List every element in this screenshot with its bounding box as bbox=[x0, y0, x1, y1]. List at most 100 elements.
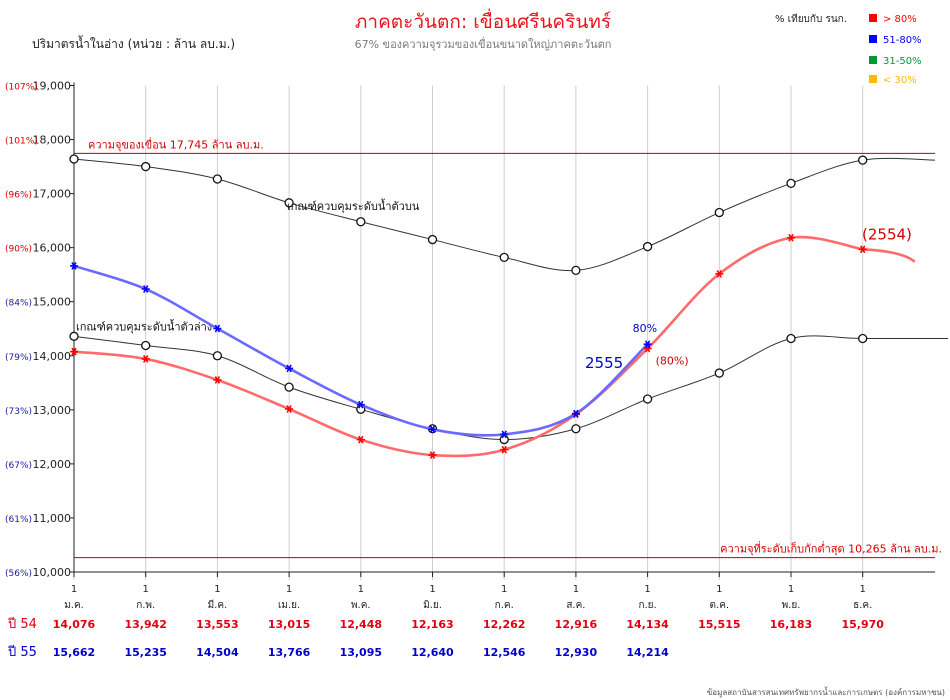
series-2555-point-0 bbox=[70, 262, 78, 270]
value-table: ปี 54 14,076 13,942 13,553 13,015 12,448 12,16… bbox=[7, 616, 884, 660]
series-2555-point-7 bbox=[571, 409, 580, 418]
legend-swatch-2 bbox=[869, 56, 877, 64]
legend-label-0: > 80% bbox=[883, 14, 917, 25]
x-tick-month-3: เม.ย. bbox=[278, 600, 300, 611]
row-2555-value-8: 14,214 bbox=[626, 646, 669, 659]
reference-lines: ความจุของเขื่อน 17,745 ล้าน ลบ.ม. ความจุท… bbox=[74, 136, 942, 559]
x-tick-day-7: 1 bbox=[573, 584, 579, 595]
x-tick-day-0: 1 bbox=[71, 584, 77, 595]
y-pct-label-3: (73%) bbox=[5, 407, 32, 417]
legend-title: % เทียบกับ รนก. bbox=[775, 13, 847, 25]
source-note: ข้อมูลสถาบันสารสนเทศทรัพยากรน้ำและการเกษ… bbox=[707, 686, 945, 698]
row-2555-value-4: 13,095 bbox=[340, 646, 382, 659]
series-2555-point-8 bbox=[643, 340, 652, 349]
chart-subtitle: 67% ของความจุรวมของเขื่อนขนาดใหญ่ภาคตะวั… bbox=[355, 36, 612, 51]
row-2555-value-5: 12,640 bbox=[411, 646, 454, 659]
series-2555-pct-label: 80% bbox=[633, 322, 657, 335]
upper-rule-label: เกณฑ์ควบคุมระดับน้ำตัวบน bbox=[287, 198, 420, 213]
series-2555-label: 2555 bbox=[585, 354, 623, 372]
y-tick-label-5: 15,000 bbox=[33, 296, 72, 309]
series-2554-point-4 bbox=[356, 435, 365, 444]
row-2554-value-4: 12,448 bbox=[340, 618, 382, 631]
lower-rule-point-9 bbox=[714, 368, 724, 378]
upper-rule-point-2 bbox=[212, 174, 223, 184]
rule-curves: เกณฑ์ควบคุมระดับน้ำตัวบนเกณฑ์ควบคุมระดับ… bbox=[69, 154, 948, 445]
upper-rule-point-4 bbox=[356, 217, 366, 227]
series-2554-point-1 bbox=[141, 355, 150, 363]
series-2554-point-6 bbox=[500, 445, 509, 454]
legend: % เทียบกับ รนก. > 80% 51-80% 31-50% < 30… bbox=[775, 13, 922, 86]
lower-rule-point-1 bbox=[141, 340, 151, 351]
series-2555-point-4 bbox=[356, 400, 365, 409]
lower-rule-curve bbox=[73, 335, 948, 441]
legend-label-2: 31-50% bbox=[883, 56, 922, 67]
y-tick-label-0: 10,000 bbox=[33, 566, 72, 579]
y-tick-label-9: 19,000 bbox=[33, 80, 72, 93]
series-2554-point-2 bbox=[213, 376, 222, 384]
legend-label-1: 51-80% bbox=[883, 35, 922, 46]
row-2554-value-2: 13,553 bbox=[196, 618, 238, 631]
x-tick-month-10: พ.ย. bbox=[782, 600, 801, 611]
x-tick-month-7: ส.ค. bbox=[566, 600, 585, 611]
series-2554-point-0 bbox=[70, 347, 78, 356]
row-2554-value-6: 12,262 bbox=[483, 618, 525, 631]
series-2554-point-11 bbox=[858, 245, 867, 254]
y-axis-label: ปริมาตรน้ำในอ่าง (หน่วย : ล้าน ลบ.ม.) bbox=[32, 35, 235, 51]
upper-rule-point-6 bbox=[499, 252, 509, 263]
y-pct-label-8: (101%) bbox=[5, 137, 38, 147]
series-2554-line bbox=[73, 235, 916, 458]
x-tick-day-4: 1 bbox=[358, 584, 364, 595]
row-2554-value-10: 16,183 bbox=[770, 618, 812, 631]
row-2554-value-3: 13,015 bbox=[268, 618, 310, 631]
legend-swatch-0 bbox=[869, 14, 877, 22]
y-pct-label-2: (67%) bbox=[5, 461, 32, 471]
y-tick-label-6: 16,000 bbox=[33, 242, 72, 255]
upper-rule-point-8 bbox=[642, 241, 653, 252]
row-2555-value-3: 13,766 bbox=[268, 646, 311, 659]
series-2554-point-3 bbox=[285, 405, 294, 413]
series-2555-point-1 bbox=[141, 285, 150, 293]
x-tick-month-4: พ.ค. bbox=[351, 600, 371, 611]
series-2554-label: (2554) bbox=[862, 225, 912, 243]
lower-rule-point-3 bbox=[284, 382, 294, 392]
y-pct-label-4: (79%) bbox=[5, 353, 32, 363]
x-tick-month-6: ก.ค. bbox=[495, 600, 514, 611]
x-tick-day-3: 1 bbox=[286, 584, 292, 595]
upper-rule-point-1 bbox=[141, 161, 151, 172]
x-tick-month-0: ม.ค. bbox=[64, 600, 84, 611]
upper-rule-point-0 bbox=[69, 154, 79, 164]
x-tick-month-9: ต.ค. bbox=[710, 600, 730, 611]
row-2555-value-0: 15,662 bbox=[53, 646, 95, 659]
upper-rule-point-11 bbox=[858, 155, 868, 165]
y-tick-label-8: 18,000 bbox=[33, 134, 72, 147]
row-2554-value-1: 13,942 bbox=[124, 618, 166, 631]
x-tick-day-10: 1 bbox=[788, 584, 794, 595]
lower-rule-point-11 bbox=[858, 333, 868, 344]
y-pct-label-1: (61%) bbox=[5, 515, 32, 525]
y-pct-label-7: (96%) bbox=[5, 191, 32, 201]
x-tick-day-9: 1 bbox=[716, 584, 722, 595]
row-label-2555: ปี 55 bbox=[7, 644, 37, 660]
series-2555-point-3 bbox=[285, 364, 294, 373]
series-2555-point-5 bbox=[428, 425, 437, 434]
upper-rule-point-10 bbox=[786, 178, 796, 188]
row-2555-value-7: 12,930 bbox=[555, 646, 598, 659]
x-tick-day-6: 1 bbox=[501, 584, 507, 595]
chart-title: ภาคตะวันตก: เขื่อนศรีนครินทร์ bbox=[355, 8, 611, 33]
row-2555-value-1: 15,235 bbox=[124, 646, 166, 659]
row-2554-value-8: 14,134 bbox=[626, 618, 669, 631]
axes: 10,000(56%)11,000(61%)12,000(67%)13,000(… bbox=[5, 80, 935, 611]
y-pct-label-0: (56%) bbox=[5, 569, 32, 579]
x-tick-day-2: 1 bbox=[214, 584, 220, 595]
y-pct-label-5: (84%) bbox=[5, 299, 32, 309]
lower-rule-point-6 bbox=[499, 434, 509, 445]
x-tick-day-5: 1 bbox=[429, 584, 435, 595]
row-2555-value-6: 12,546 bbox=[483, 646, 526, 659]
y-tick-label-7: 17,000 bbox=[33, 188, 72, 201]
row-2554-value-11: 15,970 bbox=[841, 618, 884, 631]
legend-swatch-3 bbox=[869, 75, 877, 83]
row-2554-value-5: 12,163 bbox=[411, 618, 453, 631]
series-2554-point-10 bbox=[787, 233, 795, 242]
lower-rule-label: เกณฑ์ควบคุมระดับน้ำตัวล่าง bbox=[76, 318, 212, 333]
